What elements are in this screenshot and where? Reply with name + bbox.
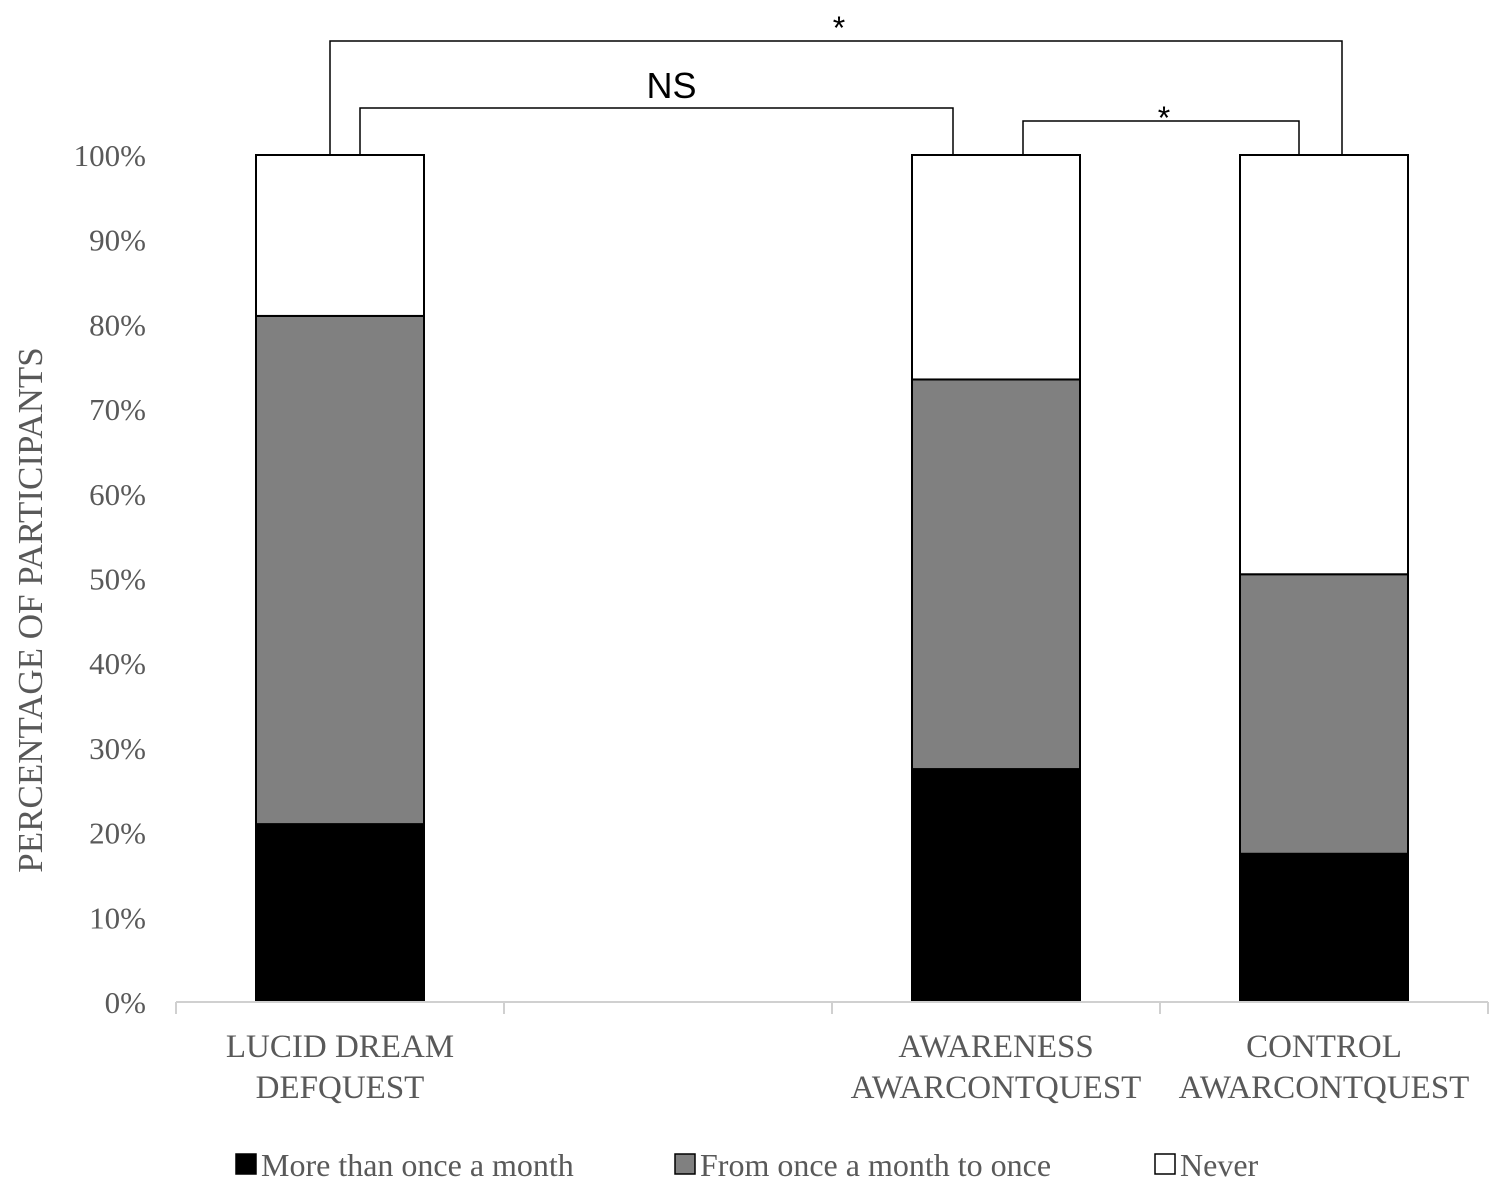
y-tick-label: 60% (89, 477, 146, 512)
bar-segment (911, 768, 1081, 1004)
bars-layer (255, 154, 1409, 1004)
significance-label: * (833, 10, 845, 46)
y-tick-label: 90% (89, 223, 146, 258)
legend-swatch (1154, 1153, 1176, 1175)
bar-segment (911, 378, 1081, 771)
significance-label: * (1158, 100, 1170, 136)
y-tick-label: 70% (89, 392, 146, 427)
bar-segment (911, 154, 1081, 381)
y-tick-label: 80% (89, 307, 146, 342)
significance-label: NS (646, 65, 696, 106)
y-tick-label: 50% (89, 562, 146, 597)
y-tick-label: 40% (89, 646, 146, 681)
legend-label: From once a month to once (700, 1147, 1051, 1183)
bar-segment (1239, 852, 1409, 1004)
legend: More than once a month From once a month … (235, 1147, 1259, 1183)
y-tick-label: 0% (105, 985, 146, 1020)
y-tick-label: 30% (89, 731, 146, 766)
y-tick-label: 10% (89, 900, 146, 935)
category-label: AWARCONTQUEST (1179, 1070, 1470, 1106)
y-tick-label: 100% (74, 138, 146, 173)
axis-layer: 0% 10% 20% 30% 40% 50% 60% 70% 80% 90% 100% LUCID D… (74, 138, 1489, 1106)
legend-label: More than once a month (261, 1147, 574, 1183)
bar-segment (255, 154, 425, 317)
significance-bracket (359, 107, 954, 155)
y-tick-label: 20% (89, 816, 146, 851)
category-label: LUCID DREAM (226, 1029, 454, 1065)
y-axis-title: PERCENTAGE OF PARTICIPANTS (11, 347, 50, 872)
significance-bracket (329, 40, 1343, 155)
category-label: DEFQUEST (256, 1070, 425, 1106)
significance-bracket (1022, 120, 1300, 155)
bar-segment (255, 823, 425, 1003)
legend-swatch (674, 1153, 696, 1175)
bar-segment (255, 314, 425, 826)
bar-segment (1239, 154, 1409, 576)
significance-brackets: * NS * (329, 10, 1343, 155)
category-label: CONTROL (1246, 1029, 1402, 1065)
bar-segment (1239, 573, 1409, 855)
category-label: AWARENESS (898, 1029, 1093, 1065)
category-label: AWARCONTQUEST (851, 1070, 1142, 1106)
legend-label: Never (1180, 1147, 1259, 1183)
legend-swatch (235, 1153, 257, 1175)
